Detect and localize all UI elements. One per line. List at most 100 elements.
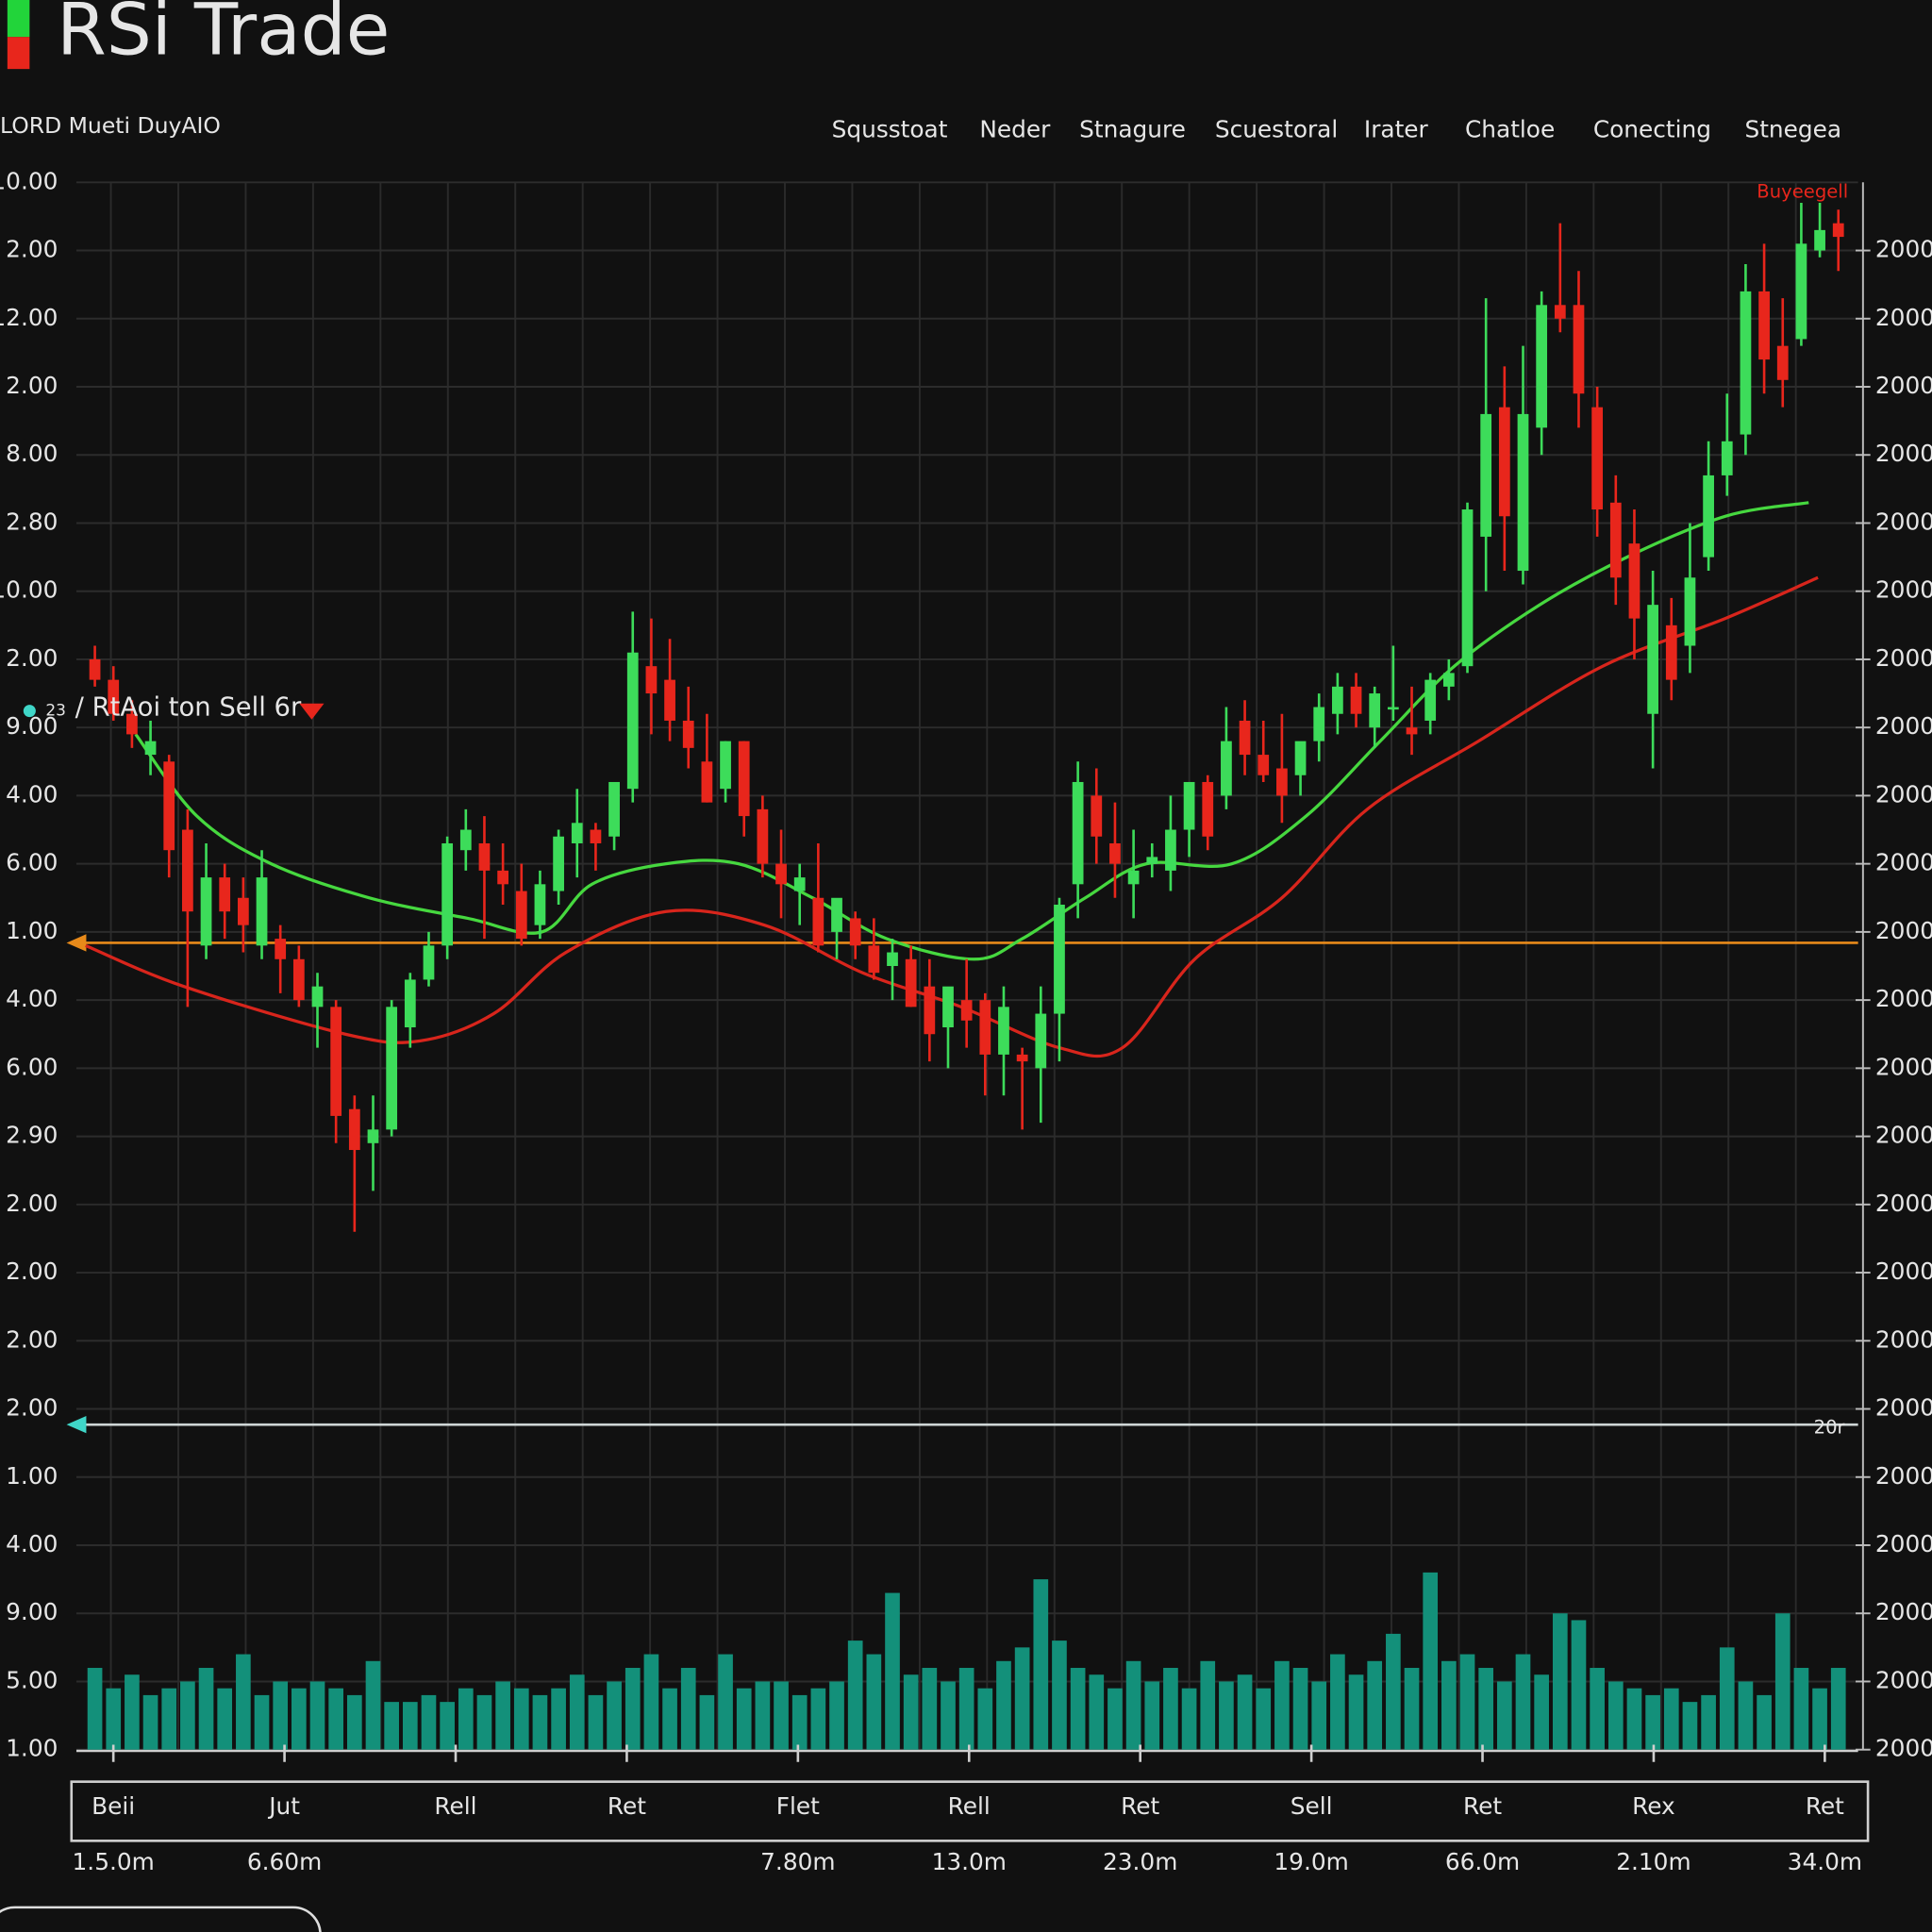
- y-tick-label: 6.00: [6, 849, 58, 876]
- y2-tick-label: 2000: [1875, 712, 1932, 740]
- candle-body: [1109, 842, 1121, 864]
- candle-body: [126, 713, 138, 735]
- y-tick-label: 2.00: [6, 236, 58, 263]
- volume-bar: [736, 1688, 752, 1750]
- candle-body: [1795, 243, 1807, 340]
- x-tick-label: Ret: [1806, 1792, 1844, 1820]
- candle-body: [1276, 768, 1288, 796]
- candle-body: [292, 958, 305, 1001]
- candle-body: [163, 761, 175, 851]
- y-tick-label: 9.00: [6, 1598, 58, 1625]
- menu-item[interactable]: Squsstoat: [832, 115, 948, 142]
- volume-bar: [309, 1681, 325, 1750]
- y-tick-label: 2.00: [6, 1325, 58, 1353]
- candle-body: [887, 952, 898, 966]
- volume-bar: [328, 1688, 344, 1750]
- volume-bar: [1515, 1654, 1531, 1750]
- menu-item[interactable]: Irater: [1364, 115, 1429, 142]
- candle-body: [1832, 223, 1844, 238]
- x-tick-label: Rex: [1632, 1792, 1675, 1820]
- candle-body: [812, 897, 824, 946]
- candle-body: [1257, 755, 1270, 775]
- volume-bar: [1089, 1674, 1105, 1750]
- y-tick-label: 1.00: [6, 1735, 58, 1762]
- y2-tick-label: 2000: [1875, 304, 1932, 331]
- volume-bar: [1719, 1647, 1735, 1750]
- volume-bar: [1626, 1688, 1642, 1750]
- volume-bar: [365, 1660, 381, 1750]
- y2-tick-label: 2000: [1875, 985, 1932, 1012]
- candle-body: [1202, 781, 1214, 837]
- volume-bar: [1830, 1668, 1846, 1750]
- candle-body: [1740, 291, 1752, 435]
- y2-tick-label: 2000: [1875, 236, 1932, 263]
- volume-bar: [903, 1674, 919, 1750]
- candle-body: [497, 870, 508, 885]
- menu-item[interactable]: Scuestoral: [1215, 115, 1338, 142]
- volume-bar: [662, 1688, 677, 1750]
- menu-item[interactable]: Neder: [979, 115, 1051, 142]
- candle-body: [478, 842, 491, 871]
- y-tick-label: 8.00: [6, 440, 58, 467]
- candle-body: [868, 945, 880, 974]
- menu-item[interactable]: Stnagure: [1079, 115, 1186, 142]
- volume-bar: [866, 1654, 882, 1750]
- y2-tick-label: 2000: [1875, 1122, 1932, 1149]
- candle-body: [1369, 693, 1381, 728]
- volume-bar: [440, 1702, 455, 1750]
- y-tick-label: 2.00: [6, 644, 58, 672]
- y-tick-label: 2.00: [6, 1190, 58, 1217]
- y-tick-label: 12.00: [0, 304, 58, 331]
- volume-bar: [254, 1694, 270, 1750]
- menu-item[interactable]: Stnegea: [1744, 115, 1841, 142]
- x-tick-label: Rell: [948, 1792, 991, 1820]
- y2-tick-label: 2000: [1875, 1053, 1932, 1080]
- app-title: RSi Trade: [57, 0, 390, 72]
- button[interactable]: [0, 1906, 322, 1932]
- candle-body: [459, 829, 472, 851]
- candle-body: [942, 986, 954, 1028]
- y2-tick-label: 2000: [1875, 849, 1932, 876]
- volume-bar: [625, 1668, 641, 1750]
- y-tick-label: 2.80: [6, 508, 58, 535]
- candle-body: [1054, 904, 1065, 1014]
- volume-bar: [1645, 1694, 1660, 1750]
- y-tick-label: 2.00: [6, 1394, 58, 1422]
- x-tick-label: Ret: [1463, 1792, 1502, 1820]
- x-tick-label: Rell: [434, 1792, 476, 1820]
- candle-body: [367, 1129, 379, 1143]
- symbol: LORD Mueti DuyAIO: [0, 112, 221, 139]
- candle-body: [1146, 857, 1158, 864]
- level-label: 20r: [1814, 1417, 1846, 1439]
- volume-bar: [1070, 1668, 1086, 1750]
- volume-bar: [1404, 1668, 1420, 1750]
- candle-body: [793, 877, 806, 891]
- volume-bar: [996, 1660, 1011, 1750]
- candle-body: [1480, 413, 1492, 537]
- volume-bar: [1441, 1660, 1457, 1750]
- candle-body: [1406, 727, 1418, 735]
- candle-body: [1776, 345, 1789, 380]
- y-tick-label: 10.00: [0, 167, 58, 194]
- logo-down: [7, 37, 30, 70]
- candle-body: [1461, 509, 1474, 667]
- menu-item[interactable]: Conecting: [1593, 115, 1711, 142]
- x-tick-label: Jut: [267, 1792, 300, 1820]
- x-tick-label: Ret: [1121, 1792, 1159, 1820]
- candle-body: [757, 808, 769, 864]
- candle-body: [608, 781, 620, 837]
- candle-body: [775, 863, 787, 885]
- menu-item[interactable]: Chatloe: [1465, 115, 1555, 142]
- candle-body: [998, 1007, 1009, 1055]
- candle-body: [1814, 229, 1825, 251]
- volume-bar: [217, 1688, 233, 1750]
- volume-bar: [569, 1674, 585, 1750]
- volume-bar: [810, 1688, 826, 1750]
- candle-body: [182, 829, 193, 912]
- candle-body: [144, 741, 157, 756]
- candle-body: [720, 741, 731, 790]
- candle-body: [831, 897, 842, 932]
- volume-bar: [1459, 1654, 1475, 1750]
- y2-tick-label: 2000: [1875, 1598, 1932, 1625]
- candle-body: [1294, 741, 1307, 775]
